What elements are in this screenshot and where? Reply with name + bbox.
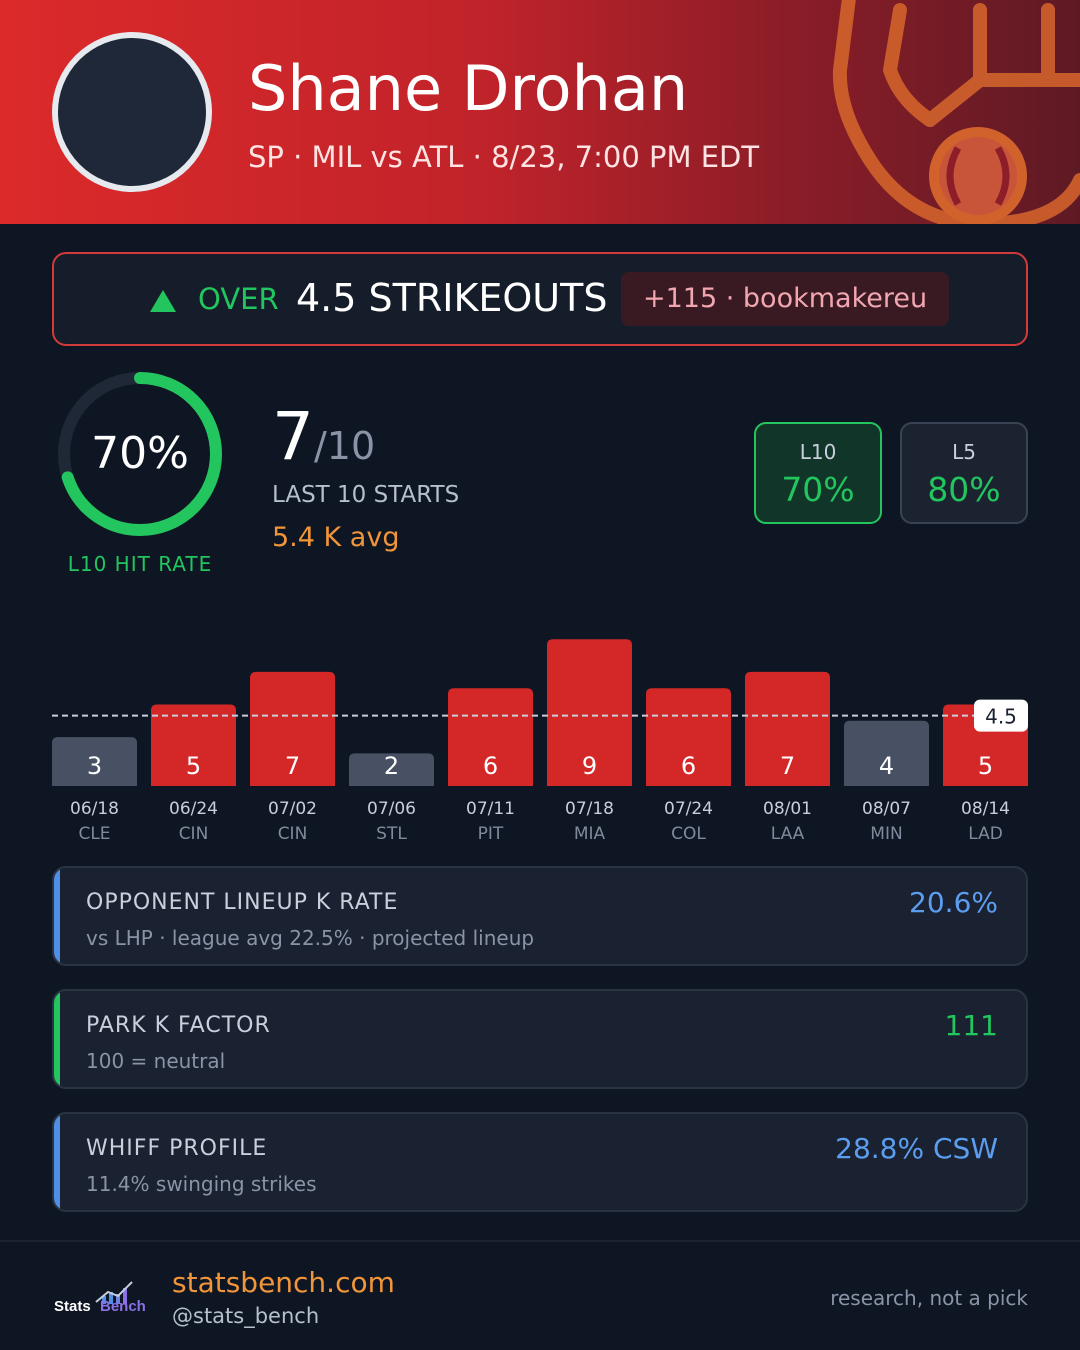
player-header: Shane Drohan SP · MIL vs ATL · 8/23, 7:0…: [0, 0, 1080, 224]
card-accent: [54, 1114, 60, 1210]
prop-line-label: 4.5: [985, 705, 1017, 729]
strikeouts-bar-chart: 3 06/18 CLE 5 06/24 CIN 7 07/02 CIN 2 07/06 STL 6 07/…: [52, 639, 1028, 844]
x-tick-opponent: CIN: [179, 824, 209, 844]
chart-bar: [646, 688, 731, 786]
prop-banner: OVER 4.5 STRIKEOUTS +115 · bookmakereu: [52, 252, 1028, 346]
triangle-up-icon: [150, 290, 176, 312]
hit-rate-label: L10 HIT RATE: [67, 552, 213, 576]
hits-count: 7: [272, 398, 314, 475]
info-card-value: 28.8% CSW: [835, 1132, 998, 1165]
split-value: 80%: [927, 470, 1001, 509]
chart-bar: [745, 671, 830, 786]
x-tick-opponent: MIN: [870, 824, 902, 844]
info-card-value: 20.6%: [909, 886, 998, 919]
player-meta: SP · MIL vs ATL · 8/23, 7:00 PM EDT: [248, 140, 760, 174]
info-card-title: WHIFF PROFILE: [86, 1136, 268, 1161]
info-card-subtitle: 100 = neutral: [86, 1049, 226, 1073]
x-tick-date: 06/24: [169, 799, 218, 819]
info-card-title: PARK K FACTOR: [86, 1013, 271, 1038]
split-l5: L5 80%: [900, 422, 1028, 524]
x-tick-date: 07/24: [664, 799, 713, 819]
hit-rate-ring: [58, 372, 222, 536]
chart-bar: [349, 753, 434, 786]
info-card-value: 111: [944, 1009, 998, 1042]
x-tick-date: 07/06: [367, 799, 416, 819]
x-tick-date: 08/07: [862, 799, 911, 819]
x-tick-date: 07/18: [565, 799, 614, 819]
x-tick-date: 06/18: [70, 799, 119, 819]
prop-direction: OVER: [198, 282, 279, 316]
player-avatar: [52, 32, 212, 192]
strikeout-average: 5.4 K avg: [272, 522, 400, 553]
x-tick-date: 07/11: [466, 799, 515, 819]
split-l10: L10 70%: [754, 422, 882, 524]
hits-total: /10: [314, 424, 376, 468]
info-card-opponent-k-rate: OPPONENT LINEUP K RATE vs LHP · league a…: [52, 866, 1028, 966]
info-card-subtitle: vs LHP · league avg 22.5% · projected li…: [86, 926, 535, 950]
x-tick-date: 08/01: [763, 799, 812, 819]
x-tick-date: 07/02: [268, 799, 317, 819]
chart-bar: [844, 720, 929, 786]
bar-value-label: 4: [879, 752, 894, 780]
prop-line-badge: [974, 699, 1028, 732]
prop-odds-badge: +115 · bookmakereu: [621, 272, 950, 326]
x-tick-opponent: LAD: [968, 824, 1003, 844]
info-card-park-k-factor: PARK K FACTOR 100 = neutral 111: [52, 989, 1028, 1089]
bar-value-label: 5: [978, 752, 993, 780]
info-card-subtitle: 11.4% swinging strikes: [86, 1172, 317, 1196]
svg-text:Stats: Stats: [54, 1298, 91, 1315]
x-tick-opponent: COL: [671, 824, 706, 844]
footer-handle: @stats_bench: [172, 1304, 320, 1328]
x-tick-opponent: CLE: [78, 824, 110, 844]
chart-bar: [448, 688, 533, 786]
footer-site: statsbench.com: [172, 1266, 395, 1299]
bar-value-label: 3: [87, 752, 102, 780]
svg-text:Bench: Bench: [100, 1298, 146, 1315]
x-tick-opponent: STL: [376, 824, 407, 844]
split-label: L5: [952, 440, 976, 464]
info-card-whiff-profile: WHIFF PROFILE 11.4% swinging strikes 28.…: [52, 1112, 1028, 1212]
card-accent: [54, 991, 60, 1087]
bar-value-label: 6: [681, 752, 696, 780]
bar-value-label: 5: [186, 752, 201, 780]
hit-rate-percent: 70%: [91, 428, 189, 479]
footer-divider: [0, 1240, 1080, 1242]
bar-value-label: 9: [582, 752, 597, 780]
bar-value-label: 7: [285, 752, 300, 780]
footer-disclaimer: research, not a pick: [830, 1286, 1028, 1310]
x-tick-opponent: MIA: [574, 824, 606, 844]
chart-bar: [52, 737, 137, 786]
x-tick-opponent: CIN: [278, 824, 308, 844]
bar-value-label: 2: [384, 752, 399, 780]
chart-bar: [250, 671, 335, 786]
chart-bar: [547, 639, 632, 786]
bar-value-label: 7: [780, 752, 795, 780]
hits-fraction: 7/10: [272, 398, 375, 475]
x-tick-date: 08/14: [961, 799, 1010, 819]
card-accent: [54, 868, 60, 964]
x-tick-opponent: PIT: [478, 824, 504, 844]
split-value: 70%: [781, 470, 855, 509]
statsbench-logo-icon: Stats Bench: [54, 1281, 146, 1315]
prop-market: 4.5 STRIKEOUTS: [296, 276, 608, 320]
x-tick-opponent: LAA: [771, 824, 805, 844]
info-card-title: OPPONENT LINEUP K RATE: [86, 890, 399, 915]
glove-ball-logo-icon: [832, 0, 1080, 224]
split-label: L10: [799, 440, 837, 464]
chart-bar: [151, 704, 236, 786]
player-name: Shane Drohan: [248, 52, 689, 125]
starts-label: LAST 10 STARTS: [272, 482, 460, 508]
bar-value-label: 6: [483, 752, 498, 780]
